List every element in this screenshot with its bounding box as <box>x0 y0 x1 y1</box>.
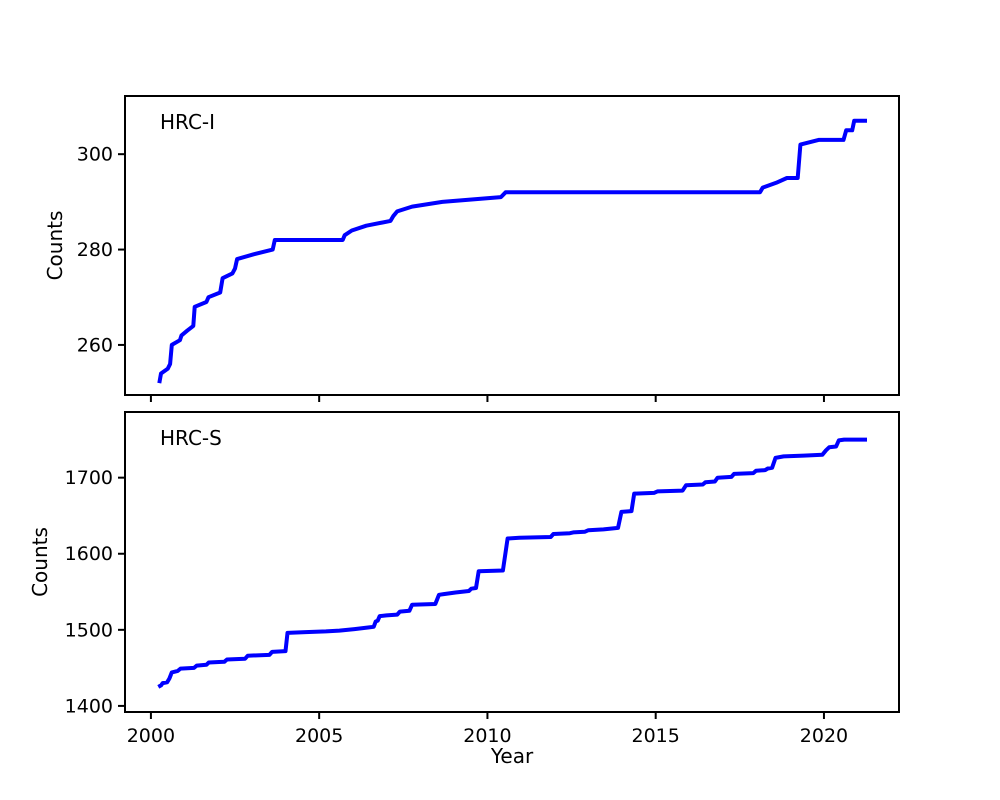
panel-hrc-i: 260 280 300 HRC-I Counts <box>43 95 900 402</box>
x-axis-label: Year <box>490 744 534 768</box>
x-tick-label: 2000 <box>127 725 175 747</box>
series-line-hrc-s <box>157 437 867 689</box>
axes-frame <box>124 411 900 713</box>
series-line-hrc-i <box>157 118 867 384</box>
axes-frame <box>124 95 900 396</box>
x-tick-label: 2015 <box>632 725 680 747</box>
y-tick-label: 1400 <box>65 695 113 717</box>
x-tick-label: 2020 <box>800 725 848 747</box>
y-axis-label: Counts <box>28 527 52 597</box>
x-tick-label: 2005 <box>295 725 343 747</box>
y-tick-label: 280 <box>77 239 113 261</box>
x-tick-label: 2010 <box>463 725 511 747</box>
y-tick-label: 1600 <box>65 543 113 565</box>
y-tick-label: 1500 <box>65 619 113 641</box>
panel-label: HRC-I <box>160 110 215 134</box>
y-tick-label: 1700 <box>65 467 113 489</box>
y-axis-label: Counts <box>43 211 67 281</box>
y-tick-label: 260 <box>77 334 113 356</box>
y-tick-label: 300 <box>77 144 113 166</box>
panel-hrc-s: 1400 1500 1600 1700 2000 2005 2010 2015 2020 HRC-… <box>28 411 900 747</box>
panel-label: HRC-S <box>160 426 222 450</box>
